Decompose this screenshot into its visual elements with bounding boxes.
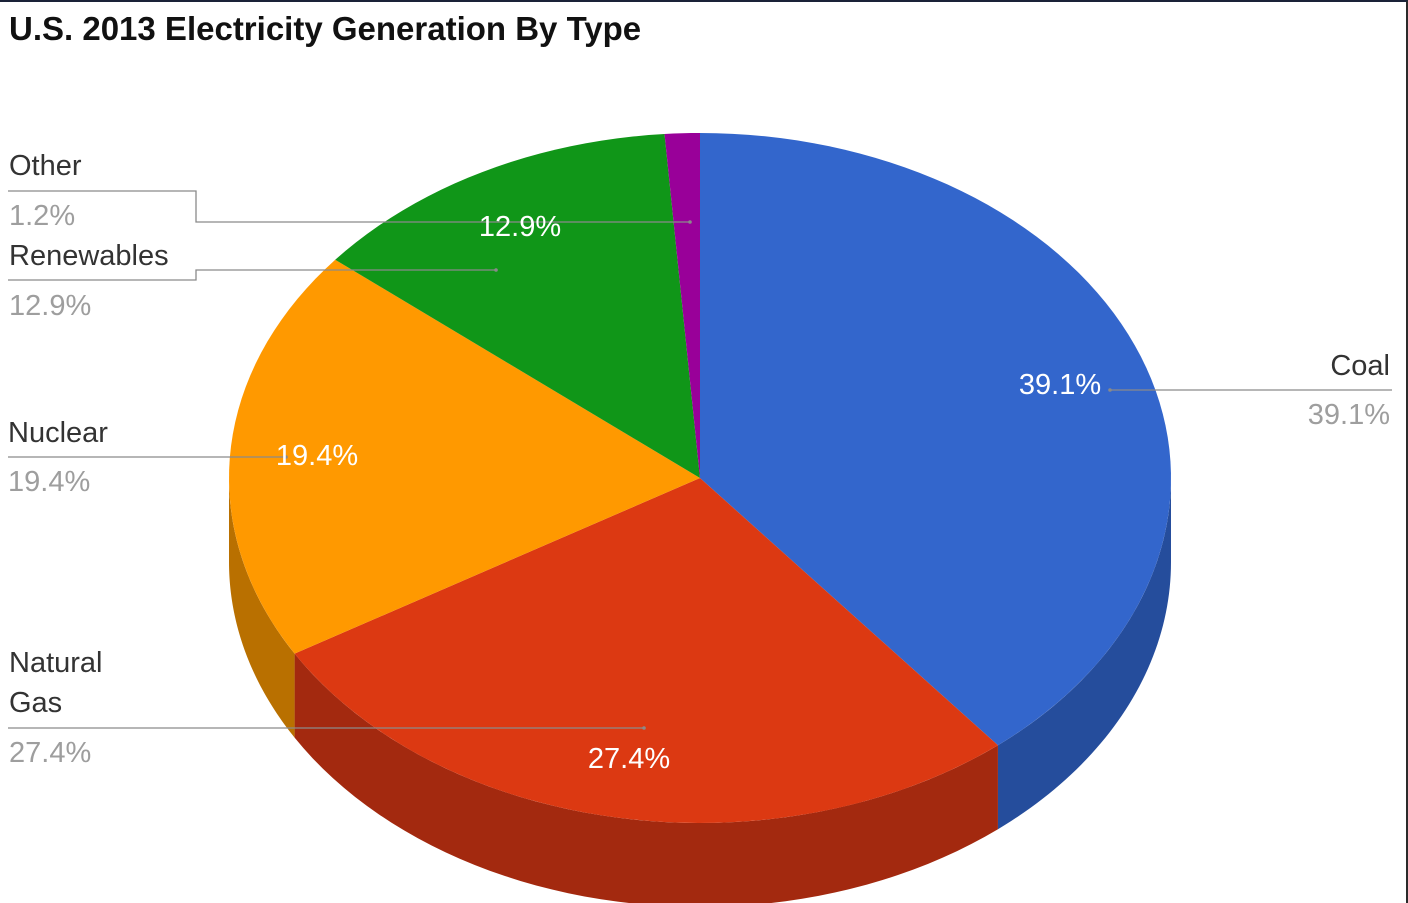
callout-value-nuclear: 19.4%	[8, 466, 90, 498]
pie-slice-nuclear[interactable]	[229, 259, 700, 654]
callout-name-natural-gas: Natural Gas	[9, 647, 103, 719]
callout-value-natural-gas: 27.4%	[9, 737, 91, 769]
chart-title: U.S. 2013 Electricity Generation By Type	[9, 10, 642, 47]
pie-slice-renewables[interactable]	[335, 133, 700, 479]
side-wall-coal	[997, 478, 1171, 830]
slice-label-renewables: 12.9%	[479, 211, 561, 243]
callout-value-coal: 39.1%	[1308, 399, 1390, 431]
leader-line-renewables	[8, 269, 496, 281]
slice-label-natural-gas: 27.4%	[588, 743, 670, 775]
leader-dot-coal	[1108, 388, 1112, 392]
pie-slice-other[interactable]	[664, 133, 700, 478]
leader-dot-renewables	[494, 268, 498, 272]
leader-dot-nuclear	[284, 455, 288, 459]
leader-line-other	[8, 190, 690, 223]
pie-slice-natural-gas[interactable]	[294, 478, 998, 823]
leader-dot-natural-gas	[642, 726, 646, 730]
callout-name-nuclear: Nuclear	[8, 417, 108, 449]
slice-value-labels: 39.1% 27.4% 19.4% 12.9%	[276, 211, 1101, 775]
side-wall-natural-gas	[294, 653, 998, 903]
callout-name-other: Other	[9, 150, 82, 182]
slice-label-coal: 39.1%	[1019, 369, 1101, 401]
pie-slice-coal[interactable]	[700, 133, 1171, 746]
leader-dot-other	[688, 220, 692, 224]
pie-side-walls	[229, 478, 1171, 903]
callout-value-other: 1.2%	[9, 200, 75, 232]
side-wall-nuclear	[229, 478, 295, 738]
callout-name-coal: Coal	[1330, 350, 1390, 382]
leader-lines	[8, 190, 1392, 730]
callout-labels: Coal 39.1% Natural Gas 27.4% Nuclear 19.4% Rene…	[8, 150, 1390, 769]
slice-label-nuclear: 19.4%	[276, 440, 358, 472]
callout-value-renewables: 12.9%	[9, 290, 91, 322]
callout-name-renewables: Renewables	[9, 240, 169, 272]
pie-slices	[229, 133, 1171, 823]
